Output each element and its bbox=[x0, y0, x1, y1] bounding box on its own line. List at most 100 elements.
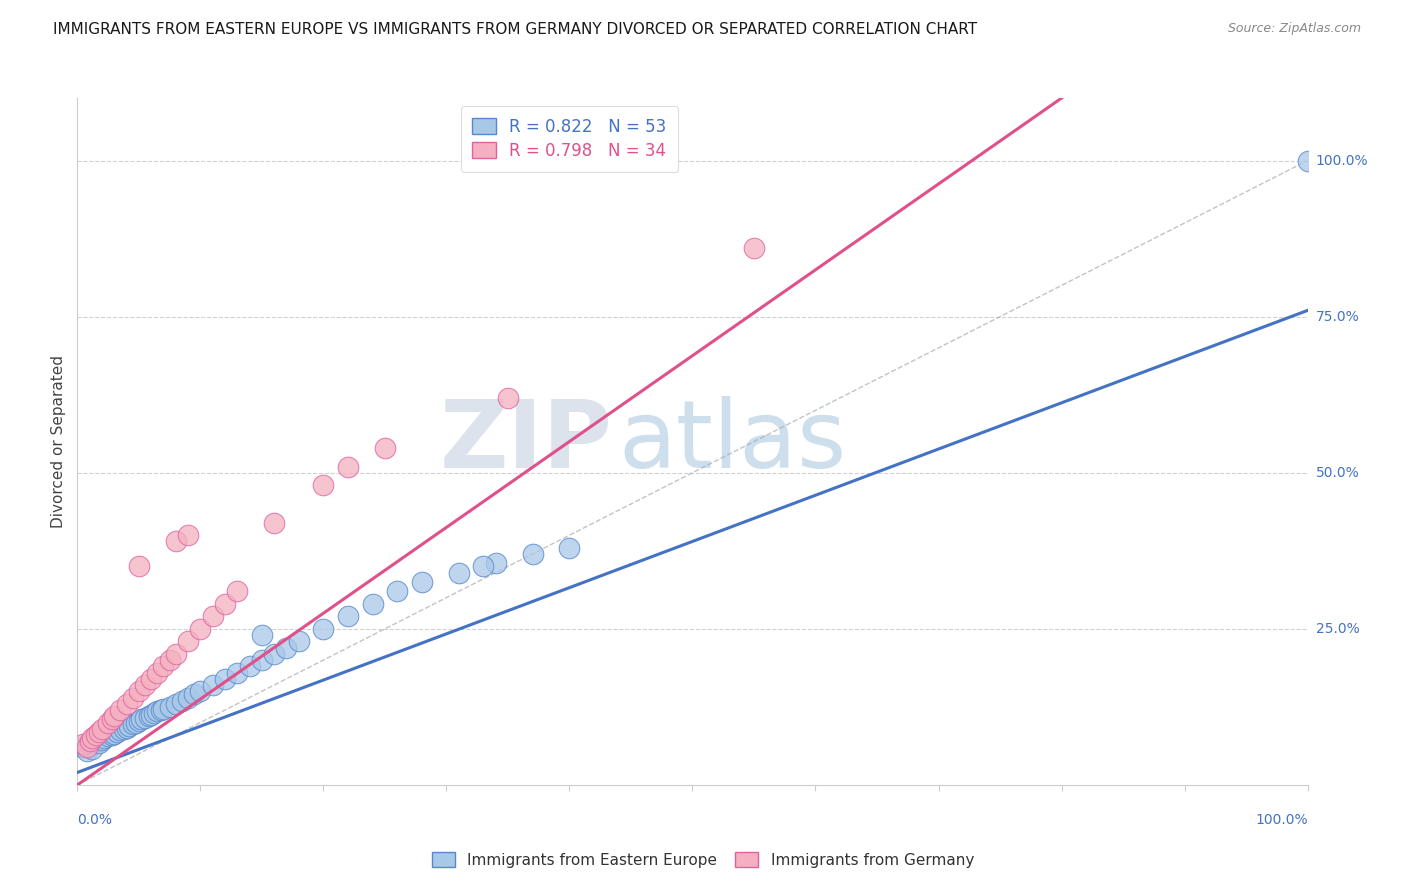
Point bbox=[201, 678, 224, 692]
Text: IMMIGRANTS FROM EASTERN EUROPE VS IMMIGRANTS FROM GERMANY DIVORCED OR SEPARATED : IMMIGRANTS FROM EASTERN EUROPE VS IMMIGR… bbox=[53, 22, 977, 37]
Point bbox=[82, 741, 104, 756]
Point bbox=[128, 684, 150, 698]
Point bbox=[121, 690, 143, 705]
Point bbox=[146, 665, 169, 680]
Point bbox=[201, 609, 224, 624]
Text: 50.0%: 50.0% bbox=[1316, 466, 1360, 480]
Point bbox=[141, 708, 163, 723]
Text: 0.0%: 0.0% bbox=[77, 813, 112, 827]
Point bbox=[125, 715, 148, 730]
Point bbox=[152, 702, 174, 716]
Point bbox=[165, 697, 187, 711]
Point bbox=[263, 647, 285, 661]
Point bbox=[1296, 153, 1319, 168]
Point bbox=[101, 728, 124, 742]
Point bbox=[84, 728, 107, 742]
Point bbox=[110, 703, 132, 717]
Point bbox=[150, 703, 173, 717]
Point bbox=[250, 653, 273, 667]
Text: 100.0%: 100.0% bbox=[1256, 813, 1308, 827]
Point bbox=[103, 727, 125, 741]
Point bbox=[159, 653, 181, 667]
Point bbox=[115, 721, 138, 735]
Point bbox=[496, 391, 519, 405]
Y-axis label: Divorced or Separated: Divorced or Separated bbox=[51, 355, 66, 528]
Point bbox=[82, 731, 104, 746]
Point bbox=[485, 557, 508, 571]
Point bbox=[312, 478, 335, 492]
Point bbox=[385, 584, 409, 599]
Point bbox=[97, 715, 120, 730]
Point bbox=[374, 441, 396, 455]
Point bbox=[165, 647, 187, 661]
Point bbox=[276, 640, 298, 655]
Point bbox=[165, 534, 187, 549]
Point bbox=[177, 690, 200, 705]
Point bbox=[89, 735, 111, 749]
Point bbox=[112, 722, 135, 736]
Point bbox=[84, 734, 107, 748]
Point bbox=[115, 697, 138, 711]
Point bbox=[239, 659, 262, 673]
Point bbox=[90, 722, 114, 736]
Point bbox=[72, 737, 94, 751]
Point bbox=[226, 665, 249, 680]
Point bbox=[121, 716, 143, 731]
Point bbox=[79, 737, 101, 751]
Point bbox=[103, 709, 125, 723]
Point bbox=[188, 622, 212, 636]
Point bbox=[97, 729, 120, 743]
Point bbox=[72, 740, 94, 755]
Point bbox=[183, 687, 205, 701]
Text: 100.0%: 100.0% bbox=[1316, 153, 1368, 168]
Point bbox=[263, 516, 285, 530]
Point bbox=[134, 710, 156, 724]
Point bbox=[558, 541, 581, 555]
Text: atlas: atlas bbox=[619, 395, 846, 488]
Point bbox=[447, 566, 470, 580]
Point bbox=[93, 731, 115, 746]
Point bbox=[288, 634, 311, 648]
Text: Source: ZipAtlas.com: Source: ZipAtlas.com bbox=[1227, 22, 1361, 36]
Legend: R = 0.822   N = 53, R = 0.798   N = 34: R = 0.822 N = 53, R = 0.798 N = 34 bbox=[461, 106, 678, 171]
Point bbox=[742, 241, 765, 255]
Point bbox=[170, 694, 193, 708]
Point bbox=[142, 706, 165, 721]
Point bbox=[79, 734, 101, 748]
Text: 75.0%: 75.0% bbox=[1316, 310, 1360, 324]
Point bbox=[128, 559, 150, 574]
Point bbox=[337, 459, 360, 474]
Text: 25.0%: 25.0% bbox=[1316, 622, 1360, 636]
Point bbox=[134, 678, 156, 692]
Point bbox=[177, 528, 200, 542]
Point bbox=[159, 699, 181, 714]
Point bbox=[472, 559, 495, 574]
Point bbox=[89, 724, 111, 739]
Point bbox=[337, 609, 360, 624]
Point bbox=[522, 547, 544, 561]
Point bbox=[250, 628, 273, 642]
Point bbox=[226, 584, 249, 599]
Point bbox=[146, 704, 169, 718]
Legend: Immigrants from Eastern Europe, Immigrants from Germany: Immigrants from Eastern Europe, Immigran… bbox=[426, 846, 980, 873]
Point bbox=[214, 672, 236, 686]
Point bbox=[101, 712, 124, 726]
Text: ZIP: ZIP bbox=[440, 395, 613, 488]
Point bbox=[188, 684, 212, 698]
Point bbox=[138, 709, 160, 723]
Point bbox=[177, 634, 200, 648]
Point bbox=[312, 622, 335, 636]
Point bbox=[90, 733, 114, 747]
Point bbox=[361, 597, 384, 611]
Point bbox=[76, 744, 98, 758]
Point bbox=[110, 723, 132, 737]
Point bbox=[105, 724, 128, 739]
Point bbox=[118, 719, 141, 733]
Point bbox=[152, 659, 174, 673]
Point bbox=[141, 672, 163, 686]
Point bbox=[128, 714, 150, 729]
Point bbox=[76, 740, 98, 755]
Point bbox=[214, 597, 236, 611]
Point bbox=[129, 712, 153, 726]
Point bbox=[411, 574, 433, 589]
